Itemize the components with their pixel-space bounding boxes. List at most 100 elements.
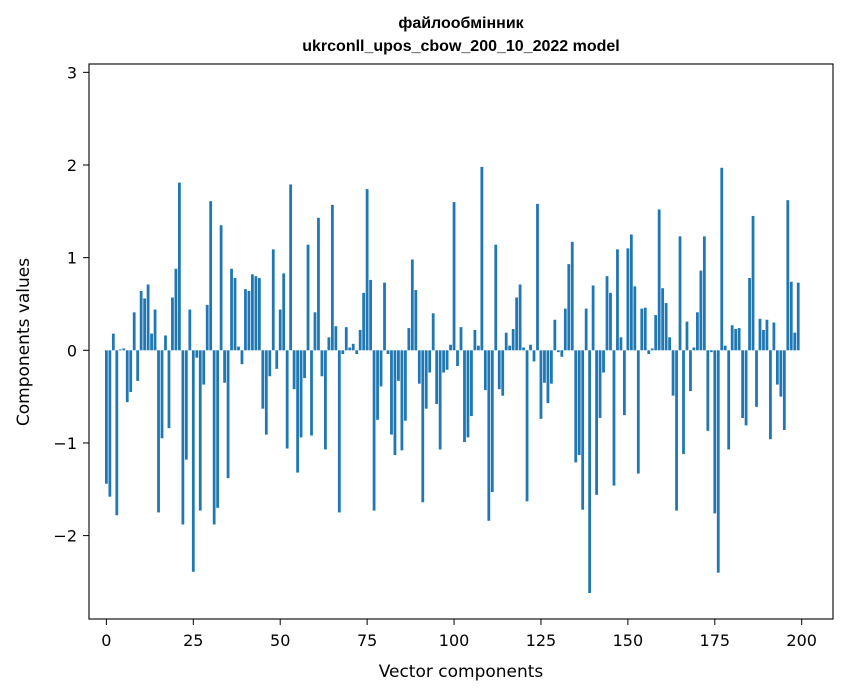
bar <box>431 313 435 351</box>
bar <box>400 350 404 451</box>
bar <box>720 167 724 351</box>
bar <box>115 350 119 516</box>
bar <box>459 327 463 351</box>
bar <box>793 332 797 351</box>
bar <box>536 203 539 351</box>
y-tick-label: −1 <box>53 434 77 453</box>
bar <box>299 350 303 438</box>
bar <box>550 350 553 384</box>
bar <box>383 282 386 351</box>
bar <box>261 350 265 409</box>
bar <box>139 291 143 351</box>
bar <box>285 350 289 449</box>
bar <box>372 350 376 511</box>
bar <box>150 333 153 351</box>
bar <box>483 350 487 391</box>
bar <box>146 284 150 351</box>
bar <box>650 348 654 351</box>
bar <box>577 350 581 455</box>
bar <box>289 184 293 351</box>
x-tick-label: 200 <box>786 631 817 650</box>
bar <box>769 350 772 440</box>
bar <box>723 345 727 351</box>
bar <box>334 326 338 351</box>
bar <box>386 350 390 355</box>
bar <box>212 350 216 525</box>
bar <box>442 350 446 373</box>
bar <box>118 349 122 351</box>
bar <box>588 350 592 594</box>
bar <box>136 350 140 381</box>
bar <box>476 345 480 351</box>
bar <box>202 350 206 385</box>
bar <box>355 350 359 355</box>
bar <box>796 282 800 351</box>
bar <box>456 350 459 367</box>
bar <box>219 225 223 351</box>
bar <box>390 350 393 435</box>
bar <box>779 350 783 397</box>
bar <box>181 350 185 525</box>
y-tick-label: 1 <box>67 249 77 268</box>
bar <box>466 350 470 438</box>
bar <box>643 307 647 351</box>
bar <box>636 350 640 474</box>
bar <box>449 344 452 351</box>
bar <box>678 236 682 351</box>
bar <box>713 350 717 514</box>
bar <box>233 278 237 351</box>
bar <box>584 308 588 351</box>
bar <box>157 350 160 513</box>
bar <box>393 350 397 455</box>
y-tick-label: −2 <box>53 527 77 546</box>
bar <box>178 182 181 351</box>
bar <box>762 329 765 351</box>
bar <box>709 350 713 353</box>
bar <box>296 350 299 473</box>
bar <box>104 350 108 484</box>
bar <box>591 285 595 351</box>
bar <box>275 350 279 369</box>
bar <box>132 312 136 351</box>
bar <box>257 278 261 351</box>
bar <box>671 350 675 396</box>
bar <box>230 268 233 351</box>
bar <box>595 350 598 495</box>
bar <box>421 350 425 503</box>
bar <box>317 217 320 351</box>
bar <box>153 309 157 351</box>
bar <box>129 350 133 392</box>
bar <box>685 321 689 351</box>
x-tick-label: 100 <box>439 631 470 650</box>
bar <box>772 322 776 351</box>
bar <box>741 350 744 418</box>
bar <box>473 329 477 351</box>
bar <box>789 281 793 351</box>
x-tick-label: 125 <box>526 631 557 650</box>
bar <box>727 350 731 450</box>
bar <box>664 303 668 351</box>
bar <box>424 350 428 409</box>
bar <box>358 329 362 351</box>
bar <box>247 291 251 351</box>
bar <box>348 347 352 351</box>
bar <box>428 350 432 373</box>
bar <box>497 350 501 390</box>
bar <box>696 312 699 351</box>
bar <box>254 276 258 351</box>
bar <box>306 244 310 351</box>
bar <box>616 249 619 351</box>
bar <box>494 244 498 351</box>
bar <box>612 350 616 486</box>
bar <box>619 337 623 351</box>
bar <box>184 350 188 460</box>
bar <box>369 279 372 351</box>
x-tick-label: 25 <box>183 631 203 650</box>
bar <box>751 215 755 351</box>
bar <box>223 350 226 383</box>
bar <box>452 202 456 351</box>
bar <box>111 333 115 351</box>
bar <box>397 350 400 381</box>
x-tick-label: 150 <box>613 631 644 650</box>
